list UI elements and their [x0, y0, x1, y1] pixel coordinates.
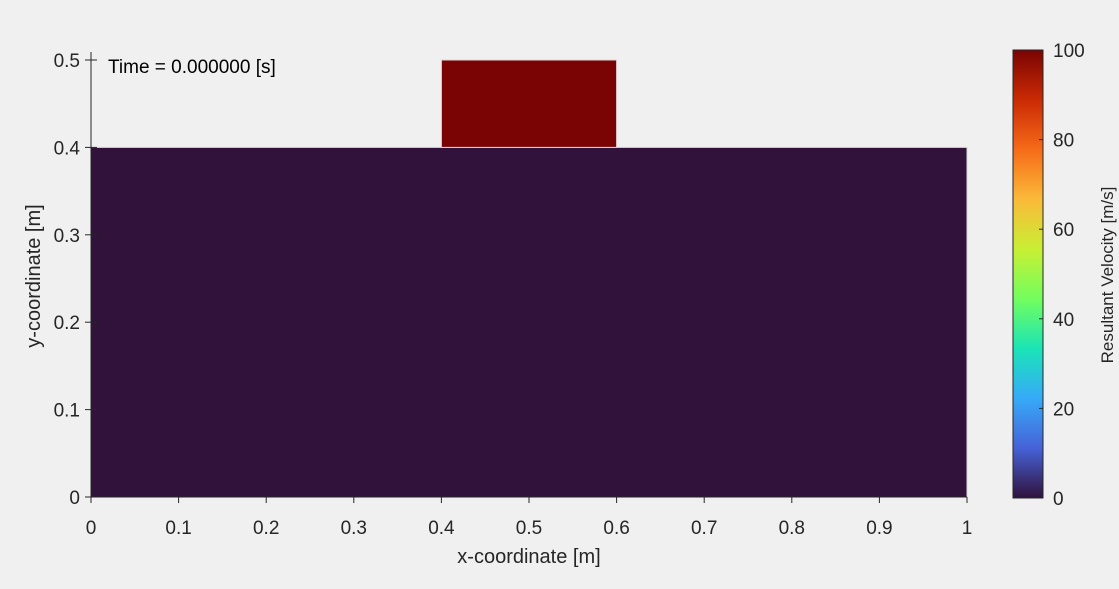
colorbar-tick-label: 80 [1053, 131, 1074, 152]
colorbar-label: Resultant Velocity [m/s] [1098, 187, 1117, 364]
x-tick-label: 0.6 [603, 518, 629, 539]
x-tick-label: 0.3 [341, 518, 367, 539]
colorbar-tick-label: 100 [1053, 41, 1085, 62]
x-tick-label: 0.1 [165, 518, 191, 539]
y-tick-label: 0.4 [54, 138, 81, 159]
x-tick-label: 0.7 [691, 518, 717, 539]
x-tick-label: 0 [86, 518, 97, 539]
region-impactor-block [440, 59, 618, 148]
y-tick-label: 0.3 [54, 226, 80, 247]
colorbar-tick-label: 40 [1053, 310, 1074, 331]
y-tick-label: 0 [69, 488, 80, 509]
colorbar-tick-label: 0 [1053, 489, 1064, 510]
x-axis-label: x-coordinate [m] [457, 546, 600, 568]
y-axis-label: y-coordinate [m] [23, 204, 45, 347]
colorbar-tick-label: 20 [1053, 399, 1074, 420]
y-tick-label: 0.2 [54, 313, 80, 334]
colorbar-gradient [1012, 49, 1044, 499]
x-tick-label: 0.2 [253, 518, 279, 539]
x-tick-label: 0.9 [866, 518, 892, 539]
y-tick-label: 0.1 [54, 401, 80, 422]
x-tick-label: 0.4 [428, 518, 455, 539]
time-annotation: Time = 0.000000 [s] [108, 57, 276, 78]
region-base-block [90, 146, 968, 498]
x-tick-label: 0.8 [779, 518, 805, 539]
y-tick-label: 0.5 [54, 51, 80, 72]
x-tick-label: 0.5 [516, 518, 542, 539]
colorbar: 0 20 40 60 80 100 [1012, 41, 1085, 510]
x-tick-label: 1 [962, 518, 973, 539]
colorbar-tick-label: 60 [1053, 220, 1074, 241]
